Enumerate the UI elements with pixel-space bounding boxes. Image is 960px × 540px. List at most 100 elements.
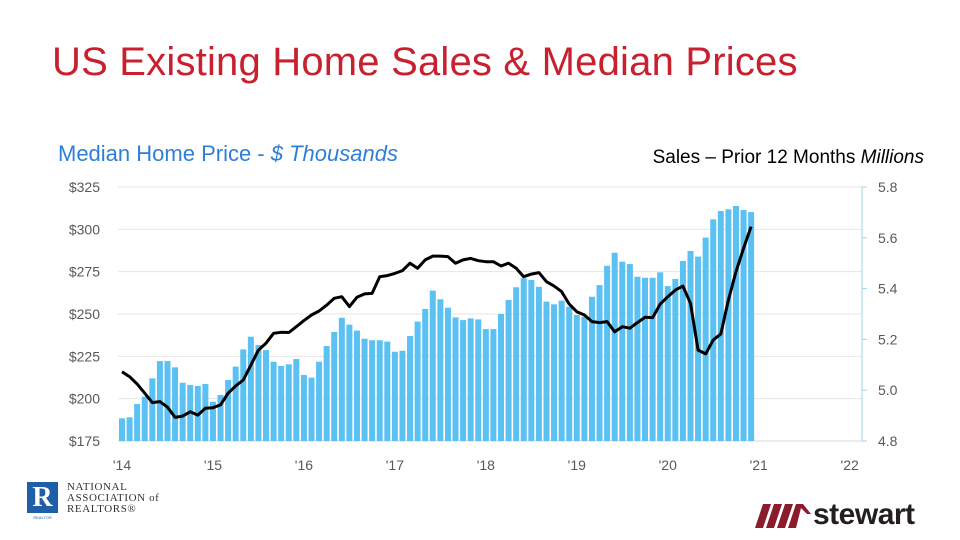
price-bar [505, 299, 512, 441]
price-bar [596, 285, 603, 441]
price-bar [407, 336, 414, 441]
left-axis-title-unit: $ Thousands [270, 141, 398, 166]
price-bar [391, 351, 398, 441]
x-axis-tick-label: '14 [113, 457, 131, 473]
price-bar [687, 251, 694, 441]
price-bar [232, 366, 239, 441]
x-axis-tick-label: '19 [568, 457, 586, 473]
right-axis-tick-label: 5.8 [878, 179, 898, 195]
left-axis-tick-label: $200 [69, 391, 100, 407]
left-axis-tick-label: $225 [69, 348, 100, 364]
right-axis-title-unit: Millions [860, 147, 924, 168]
price-bar [247, 336, 254, 441]
price-bar [316, 361, 323, 441]
left-axis-tick-label: $300 [69, 221, 100, 237]
left-axis-tick-label: $175 [69, 433, 100, 449]
price-bar [672, 278, 679, 441]
nar-logo: R REALTOR NATIONAL ASSOCIATION of REALTO… [27, 482, 197, 528]
price-bar [225, 380, 232, 441]
price-bar [338, 317, 345, 441]
left-axis-tick-label: $325 [69, 179, 100, 195]
price-bar [119, 418, 125, 441]
left-axis-tick-label: $250 [69, 306, 100, 322]
price-bar [740, 210, 747, 441]
price-bar [422, 308, 429, 441]
sales-line [121, 226, 753, 419]
nar-wordmark: NATIONAL ASSOCIATION of REALTORS® [67, 482, 159, 515]
price-bar [293, 359, 300, 441]
nar-line: REALTORS® [67, 503, 137, 515]
nar-realtor-mark: REALTOR [33, 515, 52, 520]
left-axis-title-main: Median Home Price - [58, 141, 271, 166]
price-bar [732, 205, 739, 441]
right-axis-tick-label: 5.4 [878, 281, 898, 297]
price-bar [490, 329, 497, 441]
price-bar [748, 212, 755, 441]
price-bar [346, 324, 353, 441]
price-bar [626, 264, 633, 441]
stewart-logo: stewart [755, 498, 945, 534]
stewart-stripes-icon [755, 504, 811, 528]
right-axis-tick-label: 5.0 [878, 382, 898, 398]
price-bar [285, 364, 292, 441]
price-bar [300, 374, 307, 441]
price-bar [270, 361, 277, 441]
price-bar [573, 315, 580, 441]
x-axis-tick-label: '20 [659, 457, 677, 473]
price-bar [202, 383, 209, 441]
price-bar [649, 277, 656, 441]
price-bar [255, 344, 262, 441]
price-bar [278, 365, 285, 441]
price-bar [619, 261, 626, 441]
price-bar [642, 277, 649, 441]
price-bar [657, 272, 664, 441]
nar-r-mark: R [27, 482, 58, 513]
price-bar [467, 318, 474, 441]
price-bar [498, 314, 504, 441]
x-axis-tick-label: '18 [477, 457, 495, 473]
price-bar [581, 316, 588, 441]
price-bar [209, 401, 216, 441]
price-bar [369, 340, 376, 441]
price-bar [179, 382, 186, 441]
right-axis-tick-label: 5.6 [878, 230, 898, 246]
right-axis-tick-label: 5.2 [878, 331, 898, 347]
price-bar [444, 307, 451, 441]
price-bar [164, 361, 171, 441]
left-axis-tick-label: $275 [69, 264, 100, 280]
price-bar [513, 287, 520, 441]
x-axis-tick-label: '21 [750, 457, 768, 473]
price-bar [475, 319, 482, 441]
price-bar [710, 219, 717, 441]
price-bar [725, 209, 732, 441]
price-bar [384, 341, 391, 441]
price-bar [566, 306, 573, 441]
slide-title: US Existing Home Sales & Median Prices [52, 40, 798, 84]
nar-line: NATIONAL [67, 481, 128, 493]
price-bar [399, 350, 406, 441]
price-bar [361, 338, 368, 441]
left-axis-title: Median Home Price - $ Thousands [58, 141, 398, 167]
price-bar [460, 320, 467, 441]
price-bar [134, 403, 141, 441]
price-bar [634, 276, 641, 441]
price-bar [323, 346, 330, 441]
price-bar [414, 321, 421, 441]
price-bar [664, 286, 671, 441]
price-bar [535, 286, 542, 441]
price-bar [429, 290, 436, 441]
nar-line: ASSOCIATION of [67, 492, 160, 504]
price-bar [679, 260, 686, 441]
price-bar [604, 265, 611, 441]
price-bar [240, 349, 247, 441]
price-bar [263, 350, 270, 441]
price-bar [308, 377, 315, 441]
price-bar [551, 304, 558, 441]
price-bar [611, 252, 618, 441]
stewart-wordmark: stewart [813, 498, 915, 531]
x-axis-tick-label: '22 [841, 457, 859, 473]
price-bar [588, 296, 595, 441]
price-bar [141, 396, 148, 441]
price-bar [452, 317, 459, 441]
x-axis-tick-label: '16 [295, 457, 313, 473]
